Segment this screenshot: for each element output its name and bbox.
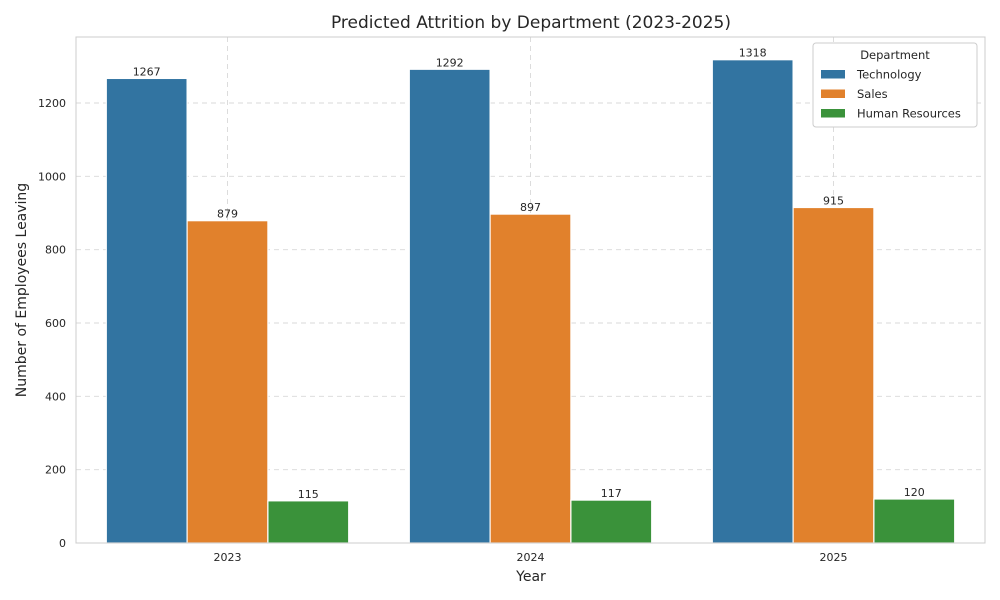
legend-swatch-technology bbox=[821, 70, 845, 79]
y-tick-label: 200 bbox=[45, 464, 66, 477]
bar-technology bbox=[105, 77, 188, 544]
x-tick-label: 2025 bbox=[820, 551, 848, 564]
legend-label-sales: Sales bbox=[857, 87, 888, 101]
axis-layer: 0 200 400 600 800 1000 1200 2023 2024 2025 bbox=[38, 97, 848, 564]
bar-human-resources bbox=[873, 498, 956, 544]
bar-layer bbox=[105, 59, 956, 544]
data-label-technology: 1267 bbox=[133, 65, 161, 78]
y-tick-label: 400 bbox=[45, 390, 66, 403]
x-axis-label: Year bbox=[515, 569, 546, 585]
y-axis-label: Number of Employees Leaving bbox=[14, 183, 30, 397]
data-label-layer: 1267 1292 1318 879 897 915 115 117 120 bbox=[133, 47, 925, 501]
plot-border bbox=[75, 36, 986, 544]
y-tick-label: 800 bbox=[45, 244, 66, 257]
data-label-technology: 1318 bbox=[739, 47, 767, 60]
bar-sales bbox=[186, 220, 269, 544]
y-tick-label: 1000 bbox=[38, 170, 66, 183]
legend-box bbox=[812, 42, 978, 128]
legend: Department Technology Sales Human Resource… bbox=[812, 42, 978, 128]
legend-label-technology: Technology bbox=[856, 68, 922, 82]
bar-sales bbox=[792, 206, 875, 544]
bar-human-resources bbox=[267, 500, 350, 544]
legend-label-human-resources: Human Resources bbox=[857, 107, 961, 121]
y-tick-label: 1200 bbox=[38, 97, 66, 110]
legend-swatch-human-resources bbox=[821, 109, 845, 118]
y-tick-label: 600 bbox=[45, 317, 66, 330]
legend-title: Department bbox=[860, 48, 930, 62]
x-tick-label: 2023 bbox=[214, 551, 242, 564]
data-label-human-resources: 117 bbox=[601, 487, 622, 500]
legend-swatch-sales bbox=[821, 89, 845, 98]
chart-title: Predicted Attrition by Department (2023-… bbox=[331, 13, 731, 33]
data-label-sales: 879 bbox=[217, 208, 238, 221]
data-label-human-resources: 120 bbox=[904, 486, 925, 499]
data-label-sales: 897 bbox=[520, 201, 541, 214]
bar-sales bbox=[489, 213, 572, 544]
x-tick-label: 2024 bbox=[517, 551, 545, 564]
data-label-technology: 1292 bbox=[436, 56, 464, 69]
bar-human-resources bbox=[570, 499, 653, 544]
legend-items: Technology Sales Human Resources bbox=[821, 68, 961, 121]
data-label-human-resources: 115 bbox=[298, 488, 319, 501]
bar-technology bbox=[711, 59, 794, 544]
bar-technology bbox=[408, 68, 491, 544]
y-tick-label: 0 bbox=[59, 537, 66, 550]
data-label-sales: 915 bbox=[823, 195, 844, 208]
